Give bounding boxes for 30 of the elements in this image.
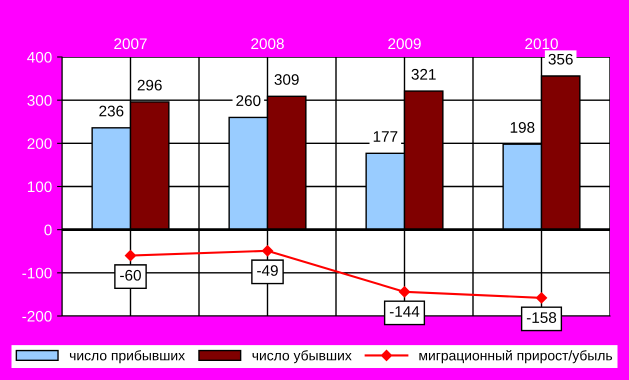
data-label: -60 bbox=[120, 270, 141, 281]
data-label: -144 bbox=[390, 306, 420, 317]
point bbox=[536, 292, 548, 304]
x-tick-label: 2008 bbox=[251, 38, 284, 50]
legend-label: миграционный прирост/убыль bbox=[419, 350, 612, 364]
data-label: 321 bbox=[412, 68, 436, 80]
point bbox=[124, 250, 136, 262]
data-label: 177 bbox=[374, 131, 398, 142]
y-tick-label: -200 bbox=[22, 310, 52, 322]
y-tick-label: 0 bbox=[44, 224, 52, 236]
point bbox=[262, 245, 274, 256]
y-tick-label: 100 bbox=[28, 181, 52, 192]
y-tick-label: 200 bbox=[28, 138, 52, 150]
x-tick-label: 2009 bbox=[388, 38, 421, 50]
y-tick-label: 300 bbox=[27, 95, 52, 106]
data-label: -49 bbox=[257, 265, 278, 276]
legend-label: число убывших bbox=[252, 350, 352, 364]
legend-label: число прибывших bbox=[70, 350, 185, 364]
y-tick-label: 400 bbox=[27, 52, 52, 63]
data-label: 296 bbox=[138, 80, 162, 91]
data-label: 198 bbox=[510, 122, 534, 133]
data-label: -158 bbox=[526, 312, 556, 323]
data-label: 236 bbox=[99, 106, 124, 116]
data-label: 260 bbox=[236, 95, 260, 106]
point bbox=[398, 286, 410, 298]
x-tick-label: 2007 bbox=[114, 38, 147, 50]
data-label: 309 bbox=[274, 74, 299, 85]
x-tick-label: 2010 bbox=[525, 38, 558, 50]
data-label: 356 bbox=[548, 54, 573, 65]
y-tick-label: -100 bbox=[22, 268, 52, 279]
